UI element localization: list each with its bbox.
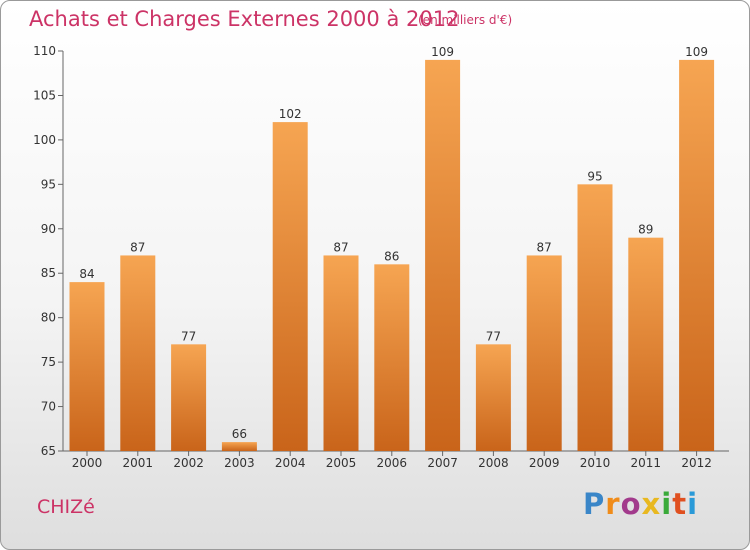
x-tick-label: 2000 xyxy=(72,456,103,470)
x-tick-label: 2008 xyxy=(478,456,509,470)
logo-letter: i xyxy=(661,487,673,521)
bar xyxy=(272,122,308,451)
data-label: 87 xyxy=(333,240,348,254)
x-tick-label: 2007 xyxy=(427,456,458,470)
y-tick-label: 80 xyxy=(41,311,56,325)
bar xyxy=(69,282,105,451)
y-tick-label: 90 xyxy=(41,222,56,236)
data-label: 89 xyxy=(638,223,653,237)
logo-letter: i xyxy=(687,487,699,521)
x-tick-label: 2011 xyxy=(631,456,662,470)
data-label: 87 xyxy=(130,240,145,254)
logo-letter: x xyxy=(641,487,662,521)
x-tick-label: 2003 xyxy=(224,456,255,470)
bar xyxy=(425,59,461,452)
x-tick-label: 2001 xyxy=(123,456,154,470)
bar xyxy=(628,237,664,451)
x-tick-label: 2005 xyxy=(326,456,357,470)
data-label: 77 xyxy=(181,329,196,343)
x-tick-label: 2012 xyxy=(681,456,712,470)
data-label: 87 xyxy=(537,240,552,254)
bar xyxy=(679,59,715,452)
logo-letter: P xyxy=(583,487,606,521)
y-tick-label: 85 xyxy=(41,266,56,280)
proxiti-logo: Proxiti xyxy=(583,487,698,521)
y-tick-label: 105 xyxy=(33,88,56,102)
y-tick-label: 95 xyxy=(41,177,56,191)
data-label: 95 xyxy=(587,169,602,183)
x-tick-label: 2004 xyxy=(275,456,306,470)
chart-subtitle: (en milliers d'€) xyxy=(418,13,513,27)
y-tick-label: 70 xyxy=(41,400,56,414)
bar xyxy=(374,264,410,451)
data-label: 86 xyxy=(384,249,399,263)
x-tick-label: 2009 xyxy=(529,456,560,470)
y-tick-label: 75 xyxy=(41,355,56,369)
data-label: 109 xyxy=(431,45,454,59)
data-label: 84 xyxy=(79,267,94,281)
x-tick-label: 2010 xyxy=(580,456,611,470)
data-label: 77 xyxy=(486,329,501,343)
bar xyxy=(323,255,359,451)
y-tick-label: 65 xyxy=(41,444,56,458)
bar xyxy=(120,255,156,451)
bar xyxy=(526,255,562,451)
data-label: 102 xyxy=(279,107,302,121)
x-tick-label: 2002 xyxy=(173,456,204,470)
data-label: 109 xyxy=(685,45,708,59)
logo-letter: r xyxy=(605,487,621,521)
chart-title: Achats et Charges Externes 2000 à 2012 xyxy=(29,7,460,31)
commune-name: CHIZé xyxy=(37,496,95,518)
bar xyxy=(221,442,257,451)
y-tick-label: 110 xyxy=(33,44,56,58)
logo-letter: o xyxy=(620,487,642,521)
y-tick-label: 100 xyxy=(33,133,56,147)
bar xyxy=(171,344,207,451)
bar xyxy=(577,184,613,452)
logo-letter: t xyxy=(672,487,688,521)
bar xyxy=(475,344,511,451)
x-tick-label: 2006 xyxy=(377,456,408,470)
data-label: 66 xyxy=(232,427,247,441)
